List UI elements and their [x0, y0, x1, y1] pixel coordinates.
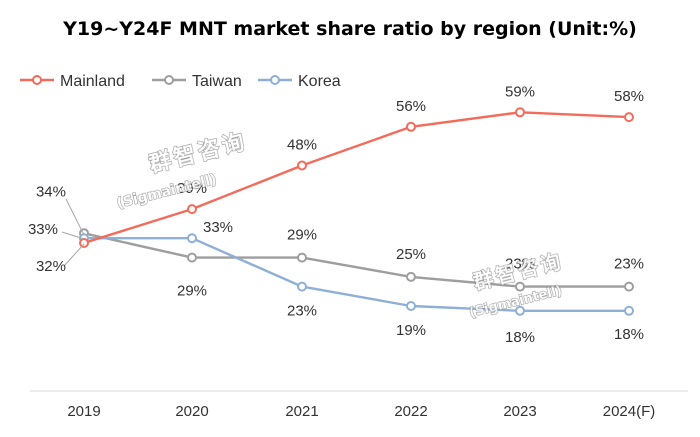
- legend-item-mainland: Mainland: [20, 73, 125, 90]
- data-label-taiwan-1: 29%: [177, 283, 207, 300]
- legend-label-taiwan: Taiwan: [192, 73, 242, 90]
- data-point-korea-4: [515, 305, 525, 316]
- data-label-taiwan-4: 23%: [505, 256, 535, 273]
- data-point-mainland-3: [406, 121, 416, 132]
- data-point-taiwan-5: [624, 281, 634, 292]
- data-label-taiwan-5: 23%: [614, 256, 644, 273]
- x-tick-label-5: 2024(F): [603, 403, 656, 420]
- watermark-stamp-0: 群智咨询(Sigmaintell): [115, 128, 251, 213]
- data-label-korea-4: 18%: [505, 329, 535, 346]
- series-line-korea: [84, 236, 629, 312]
- data-point-taiwan-2: [297, 252, 307, 263]
- data-point-taiwan-3: [406, 271, 416, 282]
- legend-swatch-marker-taiwan: [164, 75, 174, 85]
- data-label-taiwan-2: 29%: [287, 227, 317, 244]
- data-label-mainland-2: 48%: [287, 137, 317, 154]
- data-label-taiwan-0: 34%: [36, 183, 66, 200]
- data-point-mainland-2: [297, 160, 307, 171]
- data-label-korea-0: 33%: [28, 221, 58, 238]
- data-point-mainland-1: [187, 204, 197, 215]
- data-point-korea-2: [297, 281, 307, 292]
- data-point-taiwan-1: [187, 252, 197, 263]
- data-labels: 34% 29% 29% 25% 23% 23% 33% 33% 23% 19% 18% 18% 32% 3…: [28, 83, 644, 346]
- data-point-korea-1: [187, 233, 197, 244]
- data-label-mainland-5: 58%: [614, 88, 644, 105]
- series-line-mainland: [83, 111, 630, 245]
- chart-title: Y19~Y24F MNT market share ratio by regio…: [62, 18, 637, 40]
- legend-swatch-marker-mainland: [32, 75, 42, 85]
- watermark-brand: 群智咨询: [147, 128, 250, 177]
- legend-item-korea: Korea: [258, 73, 341, 90]
- x-tick-labels: 2019 2020 2021 2022 2023 2024(F): [67, 403, 655, 420]
- series-mainland: [79, 107, 634, 248]
- x-tick-label-4: 2023: [503, 403, 536, 420]
- data-point-mainland-4: [515, 107, 525, 118]
- legend-label-korea: Korea: [298, 73, 341, 90]
- x-tick-label-2: 2021: [285, 403, 318, 420]
- series-korea: [79, 233, 634, 316]
- data-label-taiwan-3: 25%: [396, 246, 426, 263]
- legend: Mainland Taiwan Korea: [20, 73, 341, 90]
- data-point-mainland-5: [624, 112, 634, 123]
- leader-line-taiwan: [65, 198, 85, 236]
- legend-swatch-marker-korea: [270, 75, 280, 85]
- x-tick-label-3: 2022: [394, 403, 427, 420]
- legend-item-taiwan: Taiwan: [152, 73, 242, 90]
- leader-line-mainland: [63, 243, 85, 267]
- series-line-taiwan: [83, 232, 629, 288]
- x-tick-label-0: 2019: [67, 403, 100, 420]
- data-label-korea-5: 18%: [614, 326, 644, 343]
- data-point-korea-3: [406, 301, 416, 311]
- series-layer: [79, 107, 634, 316]
- data-label-korea-2: 23%: [287, 303, 317, 320]
- data-label-korea-1: 33%: [203, 219, 233, 236]
- data-label-korea-3: 19%: [396, 322, 426, 339]
- data-label-mainland-4: 59%: [505, 83, 535, 100]
- data-label-mainland-3: 56%: [396, 98, 426, 115]
- data-point-korea-5: [624, 305, 634, 316]
- leader-line-korea: [61, 231, 85, 240]
- data-label-mainland-0: 32%: [36, 258, 66, 275]
- legend-label-mainland: Mainland: [60, 73, 125, 90]
- x-tick-label-1: 2020: [175, 403, 208, 420]
- data-point-taiwan-4: [515, 281, 525, 292]
- data-label-mainland-1: 39%: [177, 180, 207, 197]
- data-point-mainland-0: [79, 238, 89, 248]
